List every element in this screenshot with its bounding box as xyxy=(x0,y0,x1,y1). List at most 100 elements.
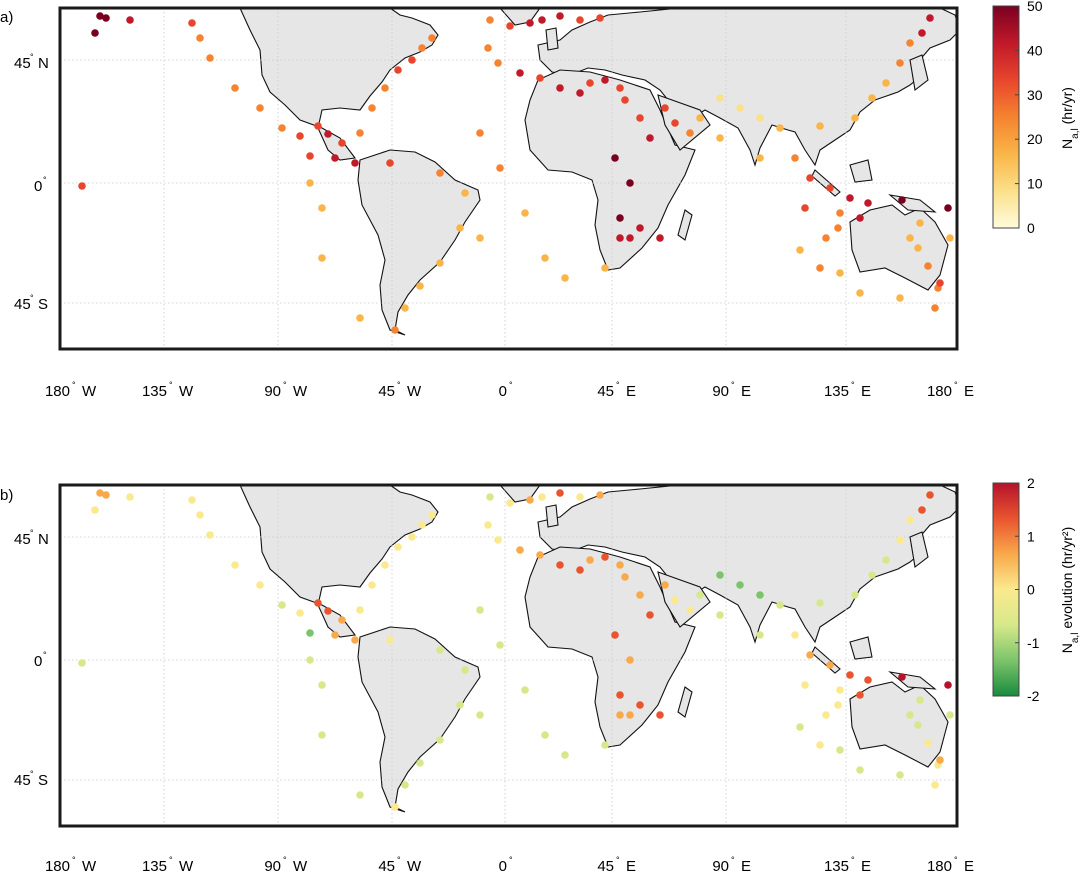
coastal-point xyxy=(914,721,922,729)
colorbar: 2 1 0 -1 -2 Na,l evolution (hr/yr²) xyxy=(992,475,1080,704)
landmass xyxy=(657,571,711,628)
coastal-point xyxy=(834,701,842,709)
svg-text:°: ° xyxy=(731,855,735,865)
coastal-point xyxy=(646,134,654,142)
lon-label: 135 ° E xyxy=(824,855,871,875)
coastal-point xyxy=(846,194,854,202)
coastal-point xyxy=(621,573,629,581)
coastal-point xyxy=(126,493,134,501)
coastal-point xyxy=(816,599,824,607)
svg-text:180: 180 xyxy=(927,858,952,873)
svg-text:0: 0 xyxy=(499,858,507,873)
coastal-point xyxy=(538,493,546,501)
svg-text:E: E xyxy=(741,858,751,873)
svg-text:W: W xyxy=(82,383,97,400)
coastal-point xyxy=(918,506,926,514)
longitude-labels: 180 ° W 135 ° W 90 ° W 45 ° W 0 ° 45 ° E 90 ° E 135 ° E 180 ° E xyxy=(45,380,974,400)
coastal-point xyxy=(256,581,264,589)
coastal-point xyxy=(756,154,764,162)
lat-label-45n: 45 ° N xyxy=(14,528,49,548)
svg-text:180: 180 xyxy=(927,383,952,400)
landmass xyxy=(849,681,949,768)
svg-text:45: 45 xyxy=(597,383,614,400)
coastal-point xyxy=(856,289,864,297)
coastal-point xyxy=(626,711,634,719)
coastal-point xyxy=(924,739,932,747)
landmass xyxy=(677,686,693,718)
lon-label: 135 ° W xyxy=(142,380,194,400)
coastal-point xyxy=(526,19,534,27)
coastal-point xyxy=(944,204,952,212)
lon-label: 45 ° W xyxy=(378,855,422,875)
coastal-point xyxy=(206,531,214,539)
coastal-point xyxy=(306,179,314,187)
coastal-point xyxy=(394,66,402,74)
coastal-point xyxy=(506,499,514,507)
coastal-point xyxy=(864,199,872,207)
coastal-point xyxy=(834,224,842,232)
lon-label: 180 ° E xyxy=(927,855,974,875)
landmass xyxy=(524,546,696,748)
svg-text:0: 0 xyxy=(499,383,507,400)
svg-text:°: ° xyxy=(43,175,47,185)
svg-text:N: N xyxy=(38,55,49,72)
coastal-point xyxy=(356,129,364,137)
coastal-point xyxy=(526,496,534,504)
coastal-data-points xyxy=(78,489,954,811)
coastal-point xyxy=(716,611,724,619)
coastal-point xyxy=(856,691,864,699)
coastal-point xyxy=(331,631,339,639)
coastal-point xyxy=(898,196,906,204)
svg-text:°: ° xyxy=(30,52,34,62)
svg-text:45: 45 xyxy=(14,531,31,548)
coastal-point xyxy=(541,731,549,739)
panel-label: a) xyxy=(0,9,13,26)
coastal-point xyxy=(428,34,436,42)
colorbar-tick-label: 1 xyxy=(1027,528,1035,544)
coastal-point xyxy=(836,269,844,277)
landmass xyxy=(677,209,693,241)
coastal-point xyxy=(896,771,904,779)
svg-text:°: ° xyxy=(30,528,34,538)
lat-label-45s: 45 ° S xyxy=(14,769,48,789)
coastal-point xyxy=(931,781,939,789)
landmass xyxy=(965,485,990,507)
lat-label-0: 0 ° xyxy=(34,650,47,670)
lon-label: 0 ° xyxy=(499,855,513,875)
coastal-point xyxy=(356,791,364,799)
coastal-point xyxy=(931,304,939,312)
coastal-point xyxy=(418,521,426,529)
map-area xyxy=(60,485,990,826)
map-area xyxy=(60,8,957,349)
svg-text:45: 45 xyxy=(14,296,31,313)
coastal-point xyxy=(671,119,679,127)
coastal-point xyxy=(616,711,624,719)
coastal-point xyxy=(561,751,569,759)
svg-text:°: ° xyxy=(616,380,620,390)
coastal-point xyxy=(716,571,724,579)
landmass xyxy=(537,485,957,644)
coastal-point xyxy=(556,12,564,20)
coastal-point xyxy=(756,631,764,639)
coastal-point xyxy=(626,656,634,664)
svg-text:W: W xyxy=(407,383,422,400)
svg-text:135: 135 xyxy=(824,858,849,873)
coastal-point xyxy=(656,234,664,242)
coastal-point xyxy=(661,104,669,112)
coastal-point xyxy=(716,94,724,102)
coastal-point xyxy=(102,14,110,22)
landmass xyxy=(909,531,929,568)
coastal-point xyxy=(436,736,444,744)
lon-label: 180 ° W xyxy=(45,855,97,875)
coastal-point xyxy=(78,659,86,667)
coastal-point xyxy=(656,711,664,719)
svg-text:N: N xyxy=(38,531,49,548)
coastal-point xyxy=(882,79,890,87)
svg-text:S: S xyxy=(38,296,48,313)
svg-text:90: 90 xyxy=(712,383,729,400)
coastal-point xyxy=(506,22,514,30)
landmass xyxy=(200,485,439,638)
coastal-point xyxy=(408,533,416,541)
colorbar-label: Na,l (hr/yr) xyxy=(1059,87,1080,149)
